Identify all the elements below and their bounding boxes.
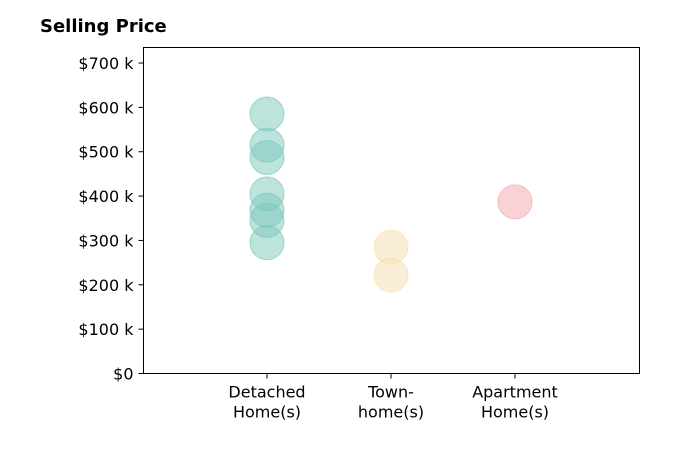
data-point	[249, 96, 285, 132]
y-tick-label: $300 k	[78, 231, 134, 250]
y-tick-label: $0	[113, 365, 133, 384]
plot-frame	[143, 47, 640, 374]
y-tick-label: $200 k	[78, 276, 134, 295]
data-point	[249, 225, 285, 261]
x-tick-label: Home(s)	[233, 403, 301, 422]
y-tick-label: $600 k	[78, 98, 134, 117]
y-tick-label: $500 k	[78, 143, 134, 162]
y-tick-label: $400 k	[78, 187, 134, 206]
x-tick-label: Town-	[367, 383, 414, 402]
x-tick-label: Home(s)	[481, 403, 549, 422]
chart-title: Selling Price	[40, 16, 167, 37]
y-tick-label: $700 k	[78, 54, 134, 73]
x-tick-label: home(s)	[358, 403, 424, 422]
x-tick-label: Apartment	[472, 383, 558, 402]
x-axis: DetachedHome(s)Town-home(s)ApartmentHome…	[228, 373, 558, 422]
x-tick-label: Detached	[228, 383, 305, 402]
data-points	[249, 96, 533, 293]
data-point	[497, 184, 533, 220]
data-point	[373, 257, 409, 293]
y-axis: $0 $100 k $200 k $300 k $400 k $500 k $600 k $7…	[78, 54, 144, 384]
y-tick-label: $100 k	[78, 320, 134, 339]
data-point	[249, 139, 285, 175]
